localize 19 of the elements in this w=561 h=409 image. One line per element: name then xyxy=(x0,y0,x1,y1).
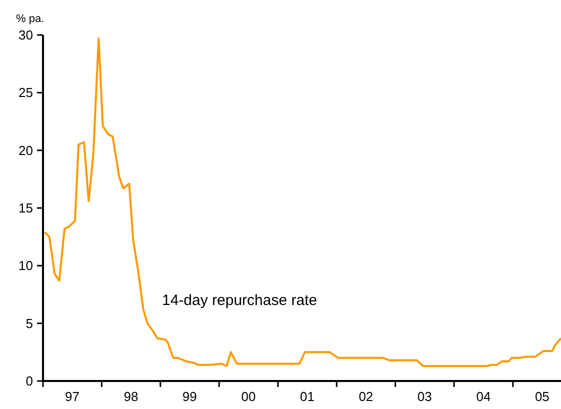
x-tick-label: 00 xyxy=(241,389,256,404)
x-tick-label: 01 xyxy=(300,389,314,404)
y-tick-label: 10 xyxy=(18,258,33,274)
y-tick-label: 5 xyxy=(26,316,33,331)
y-tick-label: 20 xyxy=(18,142,33,158)
x-tick-label: 03 xyxy=(417,389,432,404)
y-tick-label: 0 xyxy=(26,374,33,389)
x-tick-label: 98 xyxy=(124,389,138,404)
y-tick-label: 30 xyxy=(18,28,33,43)
line-series xyxy=(44,37,561,368)
x-tick-label: 99 xyxy=(182,389,197,404)
y-tick-label: 15 xyxy=(18,200,33,216)
y-axis-title: % pa. xyxy=(16,13,44,25)
x-tick-label: 04 xyxy=(476,389,491,404)
x-tick-label: 97 xyxy=(65,389,80,404)
x-tick-label: 02 xyxy=(358,389,374,404)
x-tick-label: 05 xyxy=(534,389,550,404)
series-label: 14-day repurchase rate xyxy=(162,292,318,309)
y-tick-label: 25 xyxy=(18,85,33,100)
